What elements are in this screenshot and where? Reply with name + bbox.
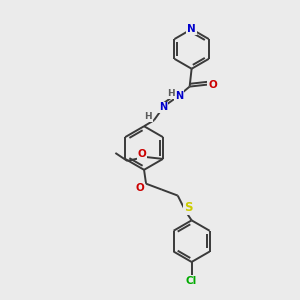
Text: O: O [208, 80, 217, 90]
Text: O: O [138, 149, 146, 159]
Text: S: S [184, 201, 193, 214]
Text: H: H [144, 112, 152, 121]
Text: O: O [136, 183, 145, 193]
Text: H: H [167, 89, 175, 98]
Text: N: N [175, 91, 183, 100]
Text: Cl: Cl [186, 276, 197, 286]
Text: N: N [187, 24, 196, 34]
Text: N: N [159, 102, 167, 112]
